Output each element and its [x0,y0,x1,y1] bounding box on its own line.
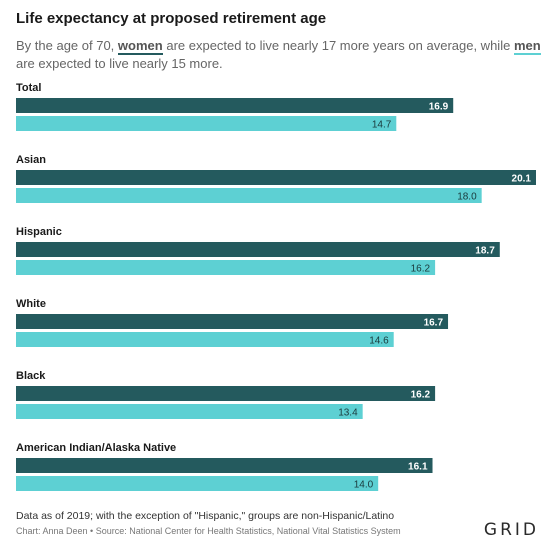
legend-men: men [513,38,541,55]
legend-women: women [117,38,163,55]
subtitle-text-2: are expected to live nearly 17 more year… [166,38,511,53]
value-label-american-indian-alaska-native-women: 16.1 [408,462,428,473]
bar-white-men [16,332,394,347]
bar-asian-men [16,188,482,203]
subtitle-text-3: are expected to live nearly 15 more. [16,56,223,71]
chart-subtitle: By the age of 70, women are expected to … [16,37,541,73]
bar-asian-women [16,170,536,185]
bar-white-women [16,314,449,329]
value-label-hispanic-men: 16.2 [411,264,431,275]
value-label-white-men: 14.6 [369,336,389,347]
value-label-total-women: 16.9 [429,102,449,113]
bar-total-women [16,98,454,113]
value-label-white-women: 16.7 [424,318,444,329]
value-label-american-indian-alaska-native-men: 14.0 [354,480,374,491]
bar-total-men [16,116,397,131]
category-label-hispanic: Hispanic [16,226,62,238]
grid-logo: GRID [483,520,539,540]
chart-note: Data as of 2019; with the exception of "… [16,510,395,522]
value-label-black-women: 16.2 [411,390,431,401]
bar-american-indian-alaska-native-men [16,476,379,491]
bar-black-women [16,386,436,401]
value-label-hispanic-women: 18.7 [475,246,495,257]
category-label-asian: Asian [16,154,46,166]
chart-title: Life expectancy at proposed retirement a… [16,10,327,27]
value-label-asian-men: 18.0 [457,192,477,203]
category-label-white: White [16,298,46,310]
bar-hispanic-women [16,242,500,257]
category-label-black: Black [16,370,46,382]
value-label-black-men: 13.4 [338,408,358,419]
bar-hispanic-men [16,260,436,275]
subtitle-text-1: By the age of 70, [16,38,115,53]
value-label-total-men: 14.7 [372,120,392,131]
chart-source: Chart: Anna Deen • Source: National Cent… [16,526,401,536]
bar-black-men [16,404,363,419]
category-label-total: Total [16,82,41,94]
bar-american-indian-alaska-native-women [16,458,433,473]
category-label-american-indian-alaska-native: American Indian/Alaska Native [16,442,176,454]
value-label-asian-women: 20.1 [512,174,532,185]
